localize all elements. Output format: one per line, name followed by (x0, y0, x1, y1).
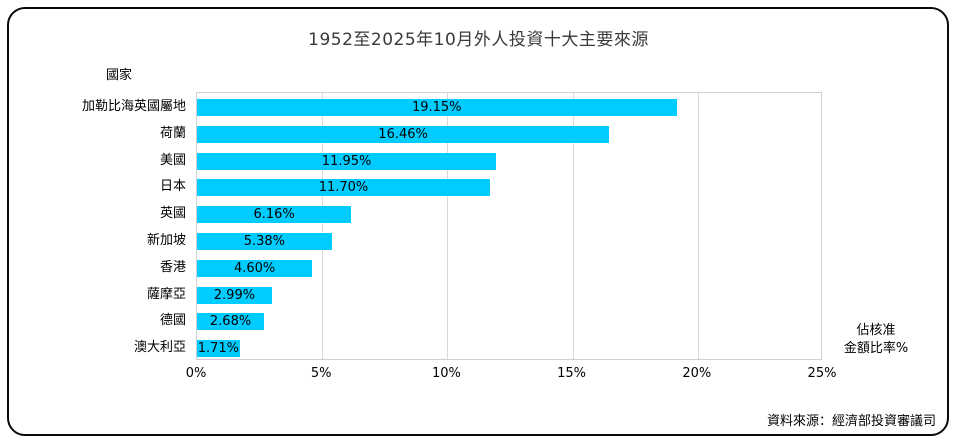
bar-value-label: 19.15% (411, 99, 462, 115)
y-axis-title: 國家 (106, 68, 133, 83)
bar (197, 259, 313, 277)
gridline (447, 93, 449, 359)
gridline (697, 93, 699, 359)
bar (197, 98, 677, 116)
bar-value-label: 5.38% (243, 233, 285, 249)
bar (197, 125, 610, 143)
gridline (322, 93, 324, 359)
bar (197, 286, 272, 304)
bar-value-label: 2.99% (213, 287, 256, 303)
bar-value-label: 16.46% (378, 126, 428, 142)
bar (197, 206, 352, 224)
category-label: 荷蘭 (159, 125, 186, 141)
category-label: 新加坡 (146, 232, 186, 248)
chart-title: 1952至2025年10月外人投資十大主要來源 (308, 30, 649, 50)
bar-value-label: 4.60% (233, 260, 276, 276)
category-label: 英國 (159, 206, 186, 222)
bar-value-label: 11.70% (318, 180, 369, 196)
category-label: 薩摩亞 (146, 286, 186, 302)
category-label: 澳大利亞 (133, 340, 186, 356)
bar (197, 313, 265, 331)
category-label: 德國 (159, 313, 186, 329)
x-tick-label: 5% (310, 366, 332, 381)
gridline (572, 93, 574, 359)
x-tick-label: 0% (185, 366, 207, 381)
chart-outer-frame (7, 7, 949, 436)
bar (197, 232, 332, 250)
bar-value-label: 11.95% (321, 153, 372, 169)
category-axis: 加勒比海英國屬地荷蘭美國日本英國新加坡香港薩摩亞德國澳大利亞 (0, 92, 190, 360)
x-axis-title-line2: 金額比率% (843, 341, 909, 356)
bar (197, 152, 497, 170)
plot-area: 19.15% 16.46% 11.95% 11.70% 6.16% 5.38% 4.60% 2… (196, 92, 822, 360)
x-tick-label: 20% (682, 366, 712, 381)
bar-value-label: 1.71% (197, 341, 240, 357)
source-note: 資料來源：經濟部投資審議司 (766, 414, 936, 429)
bar-value-label: 6.16% (253, 207, 295, 223)
x-tick-label: 15% (557, 366, 587, 381)
x-axis-ticks: 0% 5% 10% 15% 20% 25% (0, 366, 957, 384)
category-label: 美國 (159, 152, 186, 168)
bar (197, 340, 240, 358)
category-label: 加勒比海英國屬地 (81, 98, 186, 114)
x-tick-label: 10% (431, 366, 461, 381)
category-label: 日本 (159, 179, 186, 195)
category-label: 香港 (159, 259, 186, 275)
x-tick-label: 25% (807, 366, 837, 381)
bar (197, 179, 490, 197)
x-axis-title-line1: 佔核准 (856, 323, 896, 338)
x-axis-title: 佔核准 金額比率% (824, 322, 928, 358)
bar-value-label: 2.68% (209, 314, 252, 330)
